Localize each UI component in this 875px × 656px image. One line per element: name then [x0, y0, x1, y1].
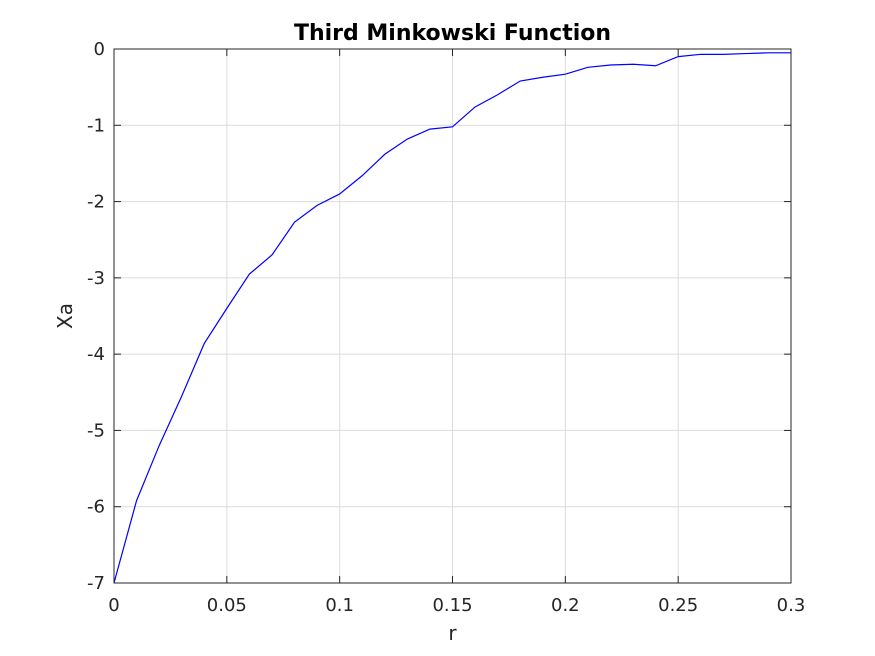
y-tick-label: -6	[87, 497, 105, 518]
x-tick-label: 0.25	[658, 595, 698, 616]
grid	[113, 48, 792, 584]
y-tick-label: 0	[94, 39, 105, 60]
x-tick-label: 0.2	[551, 595, 580, 616]
series-layer	[113, 52, 791, 584]
x-tick-label: 0	[108, 595, 119, 616]
y-tick-label: -5	[87, 420, 105, 441]
series-line	[113, 52, 791, 584]
y-tick-label: -2	[87, 192, 105, 213]
y-tick-label: -1	[87, 115, 105, 136]
y-axis-label: Xa	[53, 303, 77, 329]
x-tick-label: 0.3	[777, 595, 806, 616]
y-tick-label: -7	[87, 573, 105, 594]
x-tick-label: 0.1	[325, 595, 354, 616]
x-tick-label: 0.05	[207, 595, 247, 616]
x-axis-label: r	[448, 621, 457, 645]
y-tick-label: -4	[87, 344, 105, 365]
y-tick-label: -3	[87, 268, 105, 289]
x-tick-label: 0.15	[432, 595, 472, 616]
x-tick-labels: 0 0.05 0.1 0.15 0.2 0.25 0.3	[108, 595, 805, 616]
y-tick-labels: 0 -1 -2 -3 -4 -5 -6 -7	[87, 39, 105, 594]
tick-marks	[113, 48, 792, 584]
chart-title: Third Minkowski Function	[294, 21, 611, 46]
